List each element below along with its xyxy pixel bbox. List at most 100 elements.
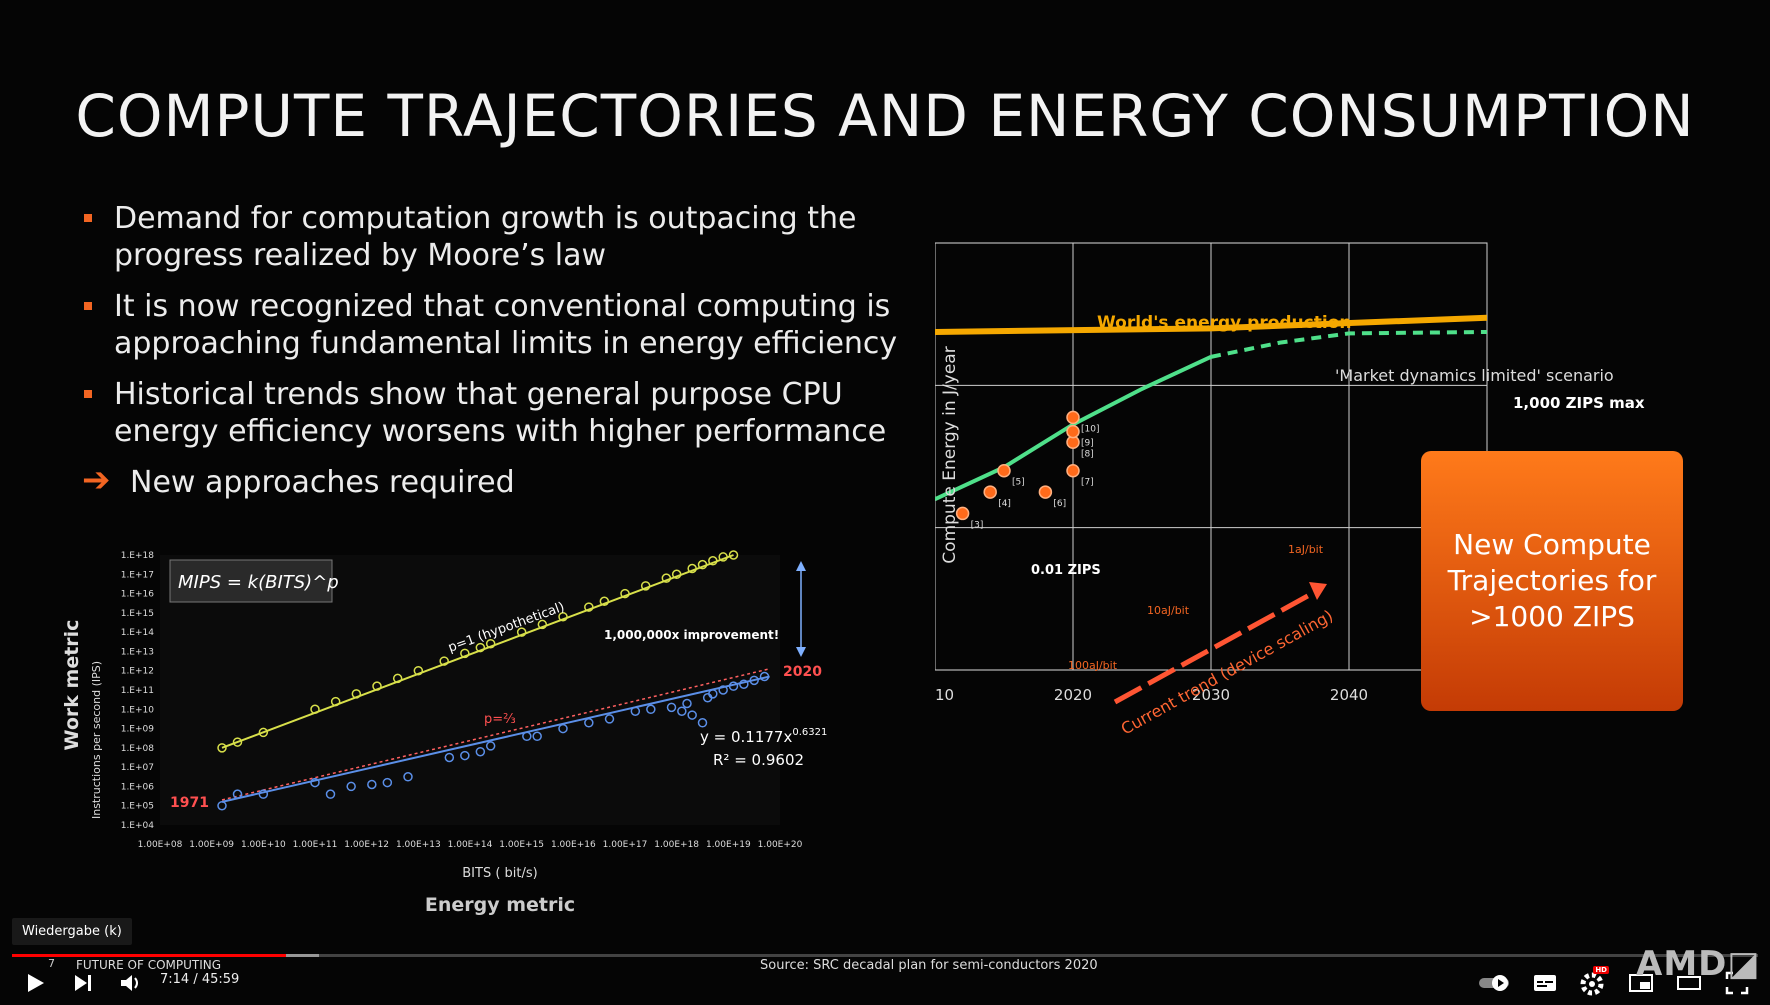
cpu-data-point: [728, 681, 739, 691]
left-x-ticks: 1.00E+08 1.00E+09 1.00E+10 1.00E+11 1.00E+12…: [138, 840, 803, 850]
slide-title: COMPUTE TRAJECTORIES AND ENERGY CONSUMPT…: [75, 82, 1695, 150]
right-grid: [935, 242, 1488, 671]
left-y-tick-label: 1.E+13: [121, 647, 154, 657]
progress-bar[interactable]: [12, 954, 1758, 957]
subtitles-icon: [1534, 975, 1556, 991]
bullet-text: Demand for computation growth is outpaci…: [114, 201, 857, 236]
p1-data-point: [558, 611, 568, 622]
cpu-data-point: [475, 746, 486, 757]
autoplay-toggle[interactable]: [1478, 966, 1512, 1000]
p1-data-point: [599, 596, 610, 607]
left-data-points: [217, 550, 770, 811]
right-x-tick-label: 2010: [935, 686, 954, 704]
label-1000-zips-max: 1,000 ZIPS max: [1513, 394, 1645, 412]
chapter-title[interactable]: FUTURE OF COMPUTING: [76, 958, 222, 972]
p1-data-point: [439, 656, 449, 666]
left-y-tick-label: 1.E+12: [121, 667, 154, 677]
right-x-tick-label: 2020: [1054, 686, 1092, 704]
volume-icon: [121, 975, 138, 991]
cpu-data-point: [217, 800, 227, 811]
left-x-tick-label: 1.00E+18: [654, 840, 699, 850]
right-y-axis-label: Compute Energy in J/year: [940, 346, 960, 563]
p1-data-point: [620, 588, 630, 599]
cpu-data-point: [708, 689, 718, 699]
world-energy-line: [935, 314, 1488, 335]
play-icon: [28, 974, 44, 992]
energy-point-label: [4]: [998, 499, 1011, 509]
conclusion-item: ➔ New approaches required: [82, 460, 902, 501]
p1-data-point: [661, 573, 672, 583]
left-y-tick-label: 1.E+11: [121, 686, 154, 696]
label-10aj: 10aJ/bit: [1147, 604, 1190, 617]
arrow-right-icon: ➔: [82, 460, 111, 500]
volume-button[interactable]: [114, 966, 148, 1000]
next-button[interactable]: [66, 966, 100, 1000]
label-market-scenario: 'Market dynamics limited' scenario: [1335, 366, 1614, 385]
left-x-tick-label: 1.00E+14: [448, 840, 493, 850]
cpu-data-point: [666, 702, 677, 713]
fullscreen-icon: [1725, 971, 1749, 995]
left-y-tick-label: 1.E+09: [121, 725, 155, 735]
p1-data-point: [475, 642, 486, 653]
miniplayer-icon: [1629, 974, 1653, 992]
cpu-data-point: [697, 718, 708, 728]
left-x-tick-label: 1.00E+17: [603, 840, 648, 850]
chapter-number: 7: [48, 957, 55, 970]
p1-data-point: [718, 552, 728, 562]
energy-point-label: [5]: [1012, 478, 1025, 488]
p1-data-point: [217, 743, 227, 753]
settings-button[interactable]: HD: [1576, 966, 1610, 1000]
theater-mode-button[interactable]: [1672, 966, 1706, 1000]
energy-data-point: [1066, 410, 1080, 425]
left-x-tick-label: 1.00E+20: [758, 840, 803, 850]
miniplayer-button[interactable]: [1624, 966, 1658, 1000]
p1-data-point: [258, 727, 269, 738]
cpu-data-point: [759, 671, 770, 682]
cpu-data-point: [646, 704, 656, 715]
energy-point-label: [9]: [1081, 439, 1094, 449]
cpu-data-point: [749, 675, 759, 686]
cpu-data-point: [460, 750, 470, 761]
p1-data-point: [330, 696, 341, 707]
source-text: Source: SRC decadal plan for semi-conduc…: [760, 958, 1098, 973]
market-curve-dashed: [1210, 329, 1488, 359]
bullet-item: It is now recognized that conventional c…: [82, 288, 902, 362]
play-button[interactable]: [18, 966, 52, 1000]
cpu-data-point: [532, 731, 542, 742]
cpu-data-point: [604, 714, 615, 724]
p1-data-point: [413, 665, 424, 676]
energy-data-point: [983, 485, 997, 499]
bullet-square-icon: [84, 214, 92, 222]
p1-data-point: [708, 556, 718, 566]
equation-base: y = 0.1177x: [700, 728, 792, 746]
cpu-data-point: [403, 772, 413, 782]
formula-box: [169, 559, 333, 603]
energy-data-point: [1066, 424, 1080, 439]
left-y-tick-label: 1.E+14: [121, 628, 155, 638]
cpu-data-point: [258, 789, 269, 799]
p1-data-point: [687, 563, 697, 574]
left-x-axis-label: BITS ( bit/s): [462, 866, 537, 881]
label-r2: R² = 0.9602: [713, 751, 804, 769]
callout-text: New Compute Trajectories for >1000 ZIPS: [1447, 528, 1657, 633]
bullet-item: Historical trends show that general purp…: [82, 376, 902, 450]
amd-logo-text: AMD: [1636, 944, 1728, 984]
p1-data-point: [516, 627, 527, 637]
cpu-data-point: [584, 718, 594, 728]
autoplay-toggle-icon: [1479, 975, 1509, 991]
callout-box: New Compute Trajectories for >1000 ZIPS: [1421, 451, 1683, 711]
fullscreen-button[interactable]: [1720, 966, 1754, 1000]
p1-data-point: [310, 704, 320, 715]
energy-data-point: [955, 506, 970, 521]
left-y-tick-label: 1.E+18: [121, 551, 155, 561]
energy-metric-label: Energy metric: [425, 894, 575, 916]
cpu-data-point: [367, 779, 377, 790]
left-x-tick-label: 1.00E+15: [499, 840, 544, 850]
improvement-arrow-head-down: [796, 647, 806, 657]
energy-point-label: [7]: [1081, 478, 1094, 488]
market-curve-solid: [935, 355, 1212, 502]
label-equation: y = 0.1177x0.6321: [700, 727, 827, 746]
label-p-two-thirds: p=⅔: [484, 712, 516, 727]
subtitles-button[interactable]: [1528, 966, 1562, 1000]
current-trend-arrow-head: [1309, 582, 1327, 600]
